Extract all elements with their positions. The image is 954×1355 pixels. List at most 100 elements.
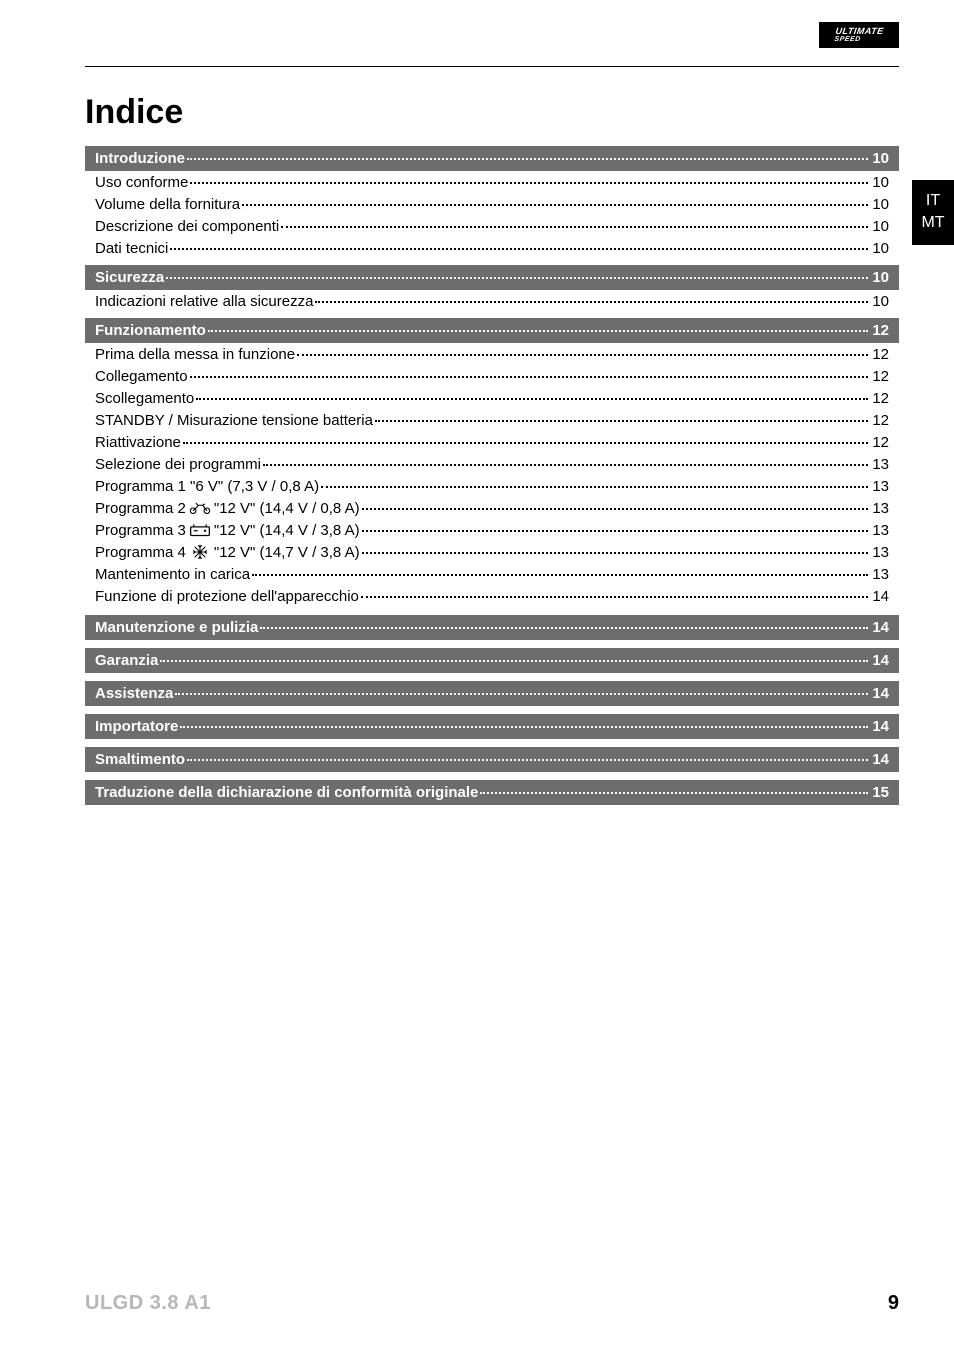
toc-entry-page: 13 xyxy=(870,522,889,539)
toc-section-page: 14 xyxy=(870,718,889,735)
toc-section-page: 14 xyxy=(870,751,889,768)
model-number: ULGD 3.8 A1 xyxy=(85,1292,211,1315)
leader-dots xyxy=(242,204,868,206)
toc-title: Indice xyxy=(85,93,899,132)
toc-entry: Indicazioni relative alla sicurezza 10 xyxy=(85,290,899,312)
toc-entry-page: 10 xyxy=(870,196,889,213)
toc-body: Introduzione 10Uso conforme10Volume dell… xyxy=(85,146,899,805)
toc-entry-page: 10 xyxy=(870,240,889,257)
toc-section-bar: Introduzione 10 xyxy=(85,146,899,171)
snowflake-icon xyxy=(189,545,211,559)
toc-section-label: Introduzione xyxy=(95,150,185,167)
toc-entry-label: Selezione dei programmi xyxy=(95,456,261,473)
toc-entry-page: 13 xyxy=(870,544,889,561)
toc-entry-label: Indicazioni relative alla sicurezza xyxy=(95,293,313,310)
leader-dots xyxy=(175,693,868,695)
leader-dots xyxy=(297,354,868,356)
toc-entry: Collegamento 12 xyxy=(85,365,899,387)
toc-section-page: 15 xyxy=(870,784,889,801)
toc-section-bar: Traduzione della dichiarazione di confor… xyxy=(85,780,899,805)
toc-entry-page: 10 xyxy=(870,174,889,191)
page-footer: ULGD 3.8 A1 9 xyxy=(85,1292,899,1315)
leader-dots xyxy=(208,330,868,332)
leader-dots xyxy=(480,792,868,794)
brand-top-text: ULTIMATE xyxy=(835,27,884,36)
toc-entry-label: Programma 2 "12 V" (14,4 V / 0,8 A) xyxy=(95,500,360,517)
toc-entry: Selezione dei programmi 13 xyxy=(85,453,899,475)
leader-dots xyxy=(361,596,868,598)
page-number: 9 xyxy=(888,1292,899,1315)
toc-entry: Programma 2 "12 V" (14,4 V / 0,8 A)13 xyxy=(85,497,899,519)
toc-section-page: 14 xyxy=(870,619,889,636)
toc-entry-label: Volume della fornitura xyxy=(95,196,240,213)
toc-entry-label: Uso conforme xyxy=(95,174,188,191)
toc-entry-label: Programma 3 "12 V" (14,4 V / 3,8 A) xyxy=(95,522,360,539)
toc-entry-label: Collegamento xyxy=(95,368,188,385)
leader-dots xyxy=(260,627,868,629)
leader-dots xyxy=(362,552,869,554)
toc-section-bar: Assistenza 14 xyxy=(85,681,899,706)
toc-section-bar: Sicurezza 10 xyxy=(85,265,899,290)
toc-section-bar: Funzionamento 12 xyxy=(85,318,899,343)
toc-entry-page: 13 xyxy=(870,478,889,495)
toc-section-label: Importatore xyxy=(95,718,178,735)
toc-entry-page: 12 xyxy=(870,412,889,429)
toc-section-bar: Garanzia 14 xyxy=(85,648,899,673)
top-rule xyxy=(85,66,899,67)
toc-section-page: 10 xyxy=(870,269,889,286)
toc-entry-label: Descrizione dei componenti xyxy=(95,218,279,235)
toc-entry: Funzione di protezione dell'apparecchio 1… xyxy=(85,585,899,607)
car-battery-icon xyxy=(189,523,211,537)
toc-section-label: Funzionamento xyxy=(95,322,206,339)
language-tab: IT MT xyxy=(912,180,954,245)
toc-section-label: Smaltimento xyxy=(95,751,185,768)
toc-entry-label: Prima della messa in funzione xyxy=(95,346,295,363)
toc-section-page: 12 xyxy=(870,322,889,339)
toc-section-label: Garanzia xyxy=(95,652,158,669)
toc-entry: STANDBY / Misurazione tensione batteria 1… xyxy=(85,409,899,431)
toc-section-label: Assistenza xyxy=(95,685,173,702)
toc-entry: Prima della messa in funzione12 xyxy=(85,343,899,365)
toc-section-bar: Smaltimento 14 xyxy=(85,747,899,772)
brand-bottom-text: SPEED xyxy=(834,36,883,43)
toc-entry-page: 12 xyxy=(870,368,889,385)
leader-dots xyxy=(187,158,868,160)
leader-dots xyxy=(183,442,868,444)
leader-dots xyxy=(281,226,868,228)
page: ULTIMATE SPEED IT MT Indice Introduzione… xyxy=(0,0,954,1355)
leader-dots xyxy=(166,277,868,279)
toc-section-label: Sicurezza xyxy=(95,269,164,286)
toc-entry-label: STANDBY / Misurazione tensione batteria xyxy=(95,412,373,429)
toc-entry-label: Mantenimento in carica xyxy=(95,566,250,583)
toc-section-page: 10 xyxy=(870,150,889,167)
toc-entry-label: Scollegamento xyxy=(95,390,194,407)
toc-entry-page: 13 xyxy=(870,456,889,473)
toc-entry: Descrizione dei componenti 10 xyxy=(85,215,899,237)
toc-section-label: Traduzione della dichiarazione di confor… xyxy=(95,784,478,801)
leader-dots xyxy=(362,530,869,532)
toc-entry-page: 14 xyxy=(870,588,889,605)
leader-dots xyxy=(362,508,869,510)
toc-section-label: Manutenzione e pulizia xyxy=(95,619,258,636)
toc-section-bar: Manutenzione e pulizia 14 xyxy=(85,615,899,640)
toc-entry-page: 10 xyxy=(870,218,889,235)
toc-entry: Programma 1 "6 V" (7,3 V / 0,8 A) 13 xyxy=(85,475,899,497)
toc-entry-label: Funzione di protezione dell'apparecchio xyxy=(95,588,359,605)
toc-entry: Mantenimento in carica13 xyxy=(85,563,899,585)
toc-entry: Programma 4 "12 V" (14,7 V / 3,8 A)13 xyxy=(85,541,899,563)
leader-dots xyxy=(180,726,868,728)
toc-entry: Volume della fornitura 10 xyxy=(85,193,899,215)
toc-entry: Scollegamento12 xyxy=(85,387,899,409)
leader-dots xyxy=(263,464,868,466)
leader-dots xyxy=(190,376,869,378)
leader-dots xyxy=(252,574,868,576)
leader-dots xyxy=(160,660,868,662)
toc-entry: Uso conforme 10 xyxy=(85,171,899,193)
toc-section-page: 14 xyxy=(870,685,889,702)
leader-dots xyxy=(196,398,868,400)
toc-entry-page: 10 xyxy=(870,293,889,310)
toc-entry-label: Programma 1 "6 V" (7,3 V / 0,8 A) xyxy=(95,478,319,495)
toc-section-bar: Importatore 14 xyxy=(85,714,899,739)
leader-dots xyxy=(170,248,868,250)
leader-dots xyxy=(321,486,868,488)
